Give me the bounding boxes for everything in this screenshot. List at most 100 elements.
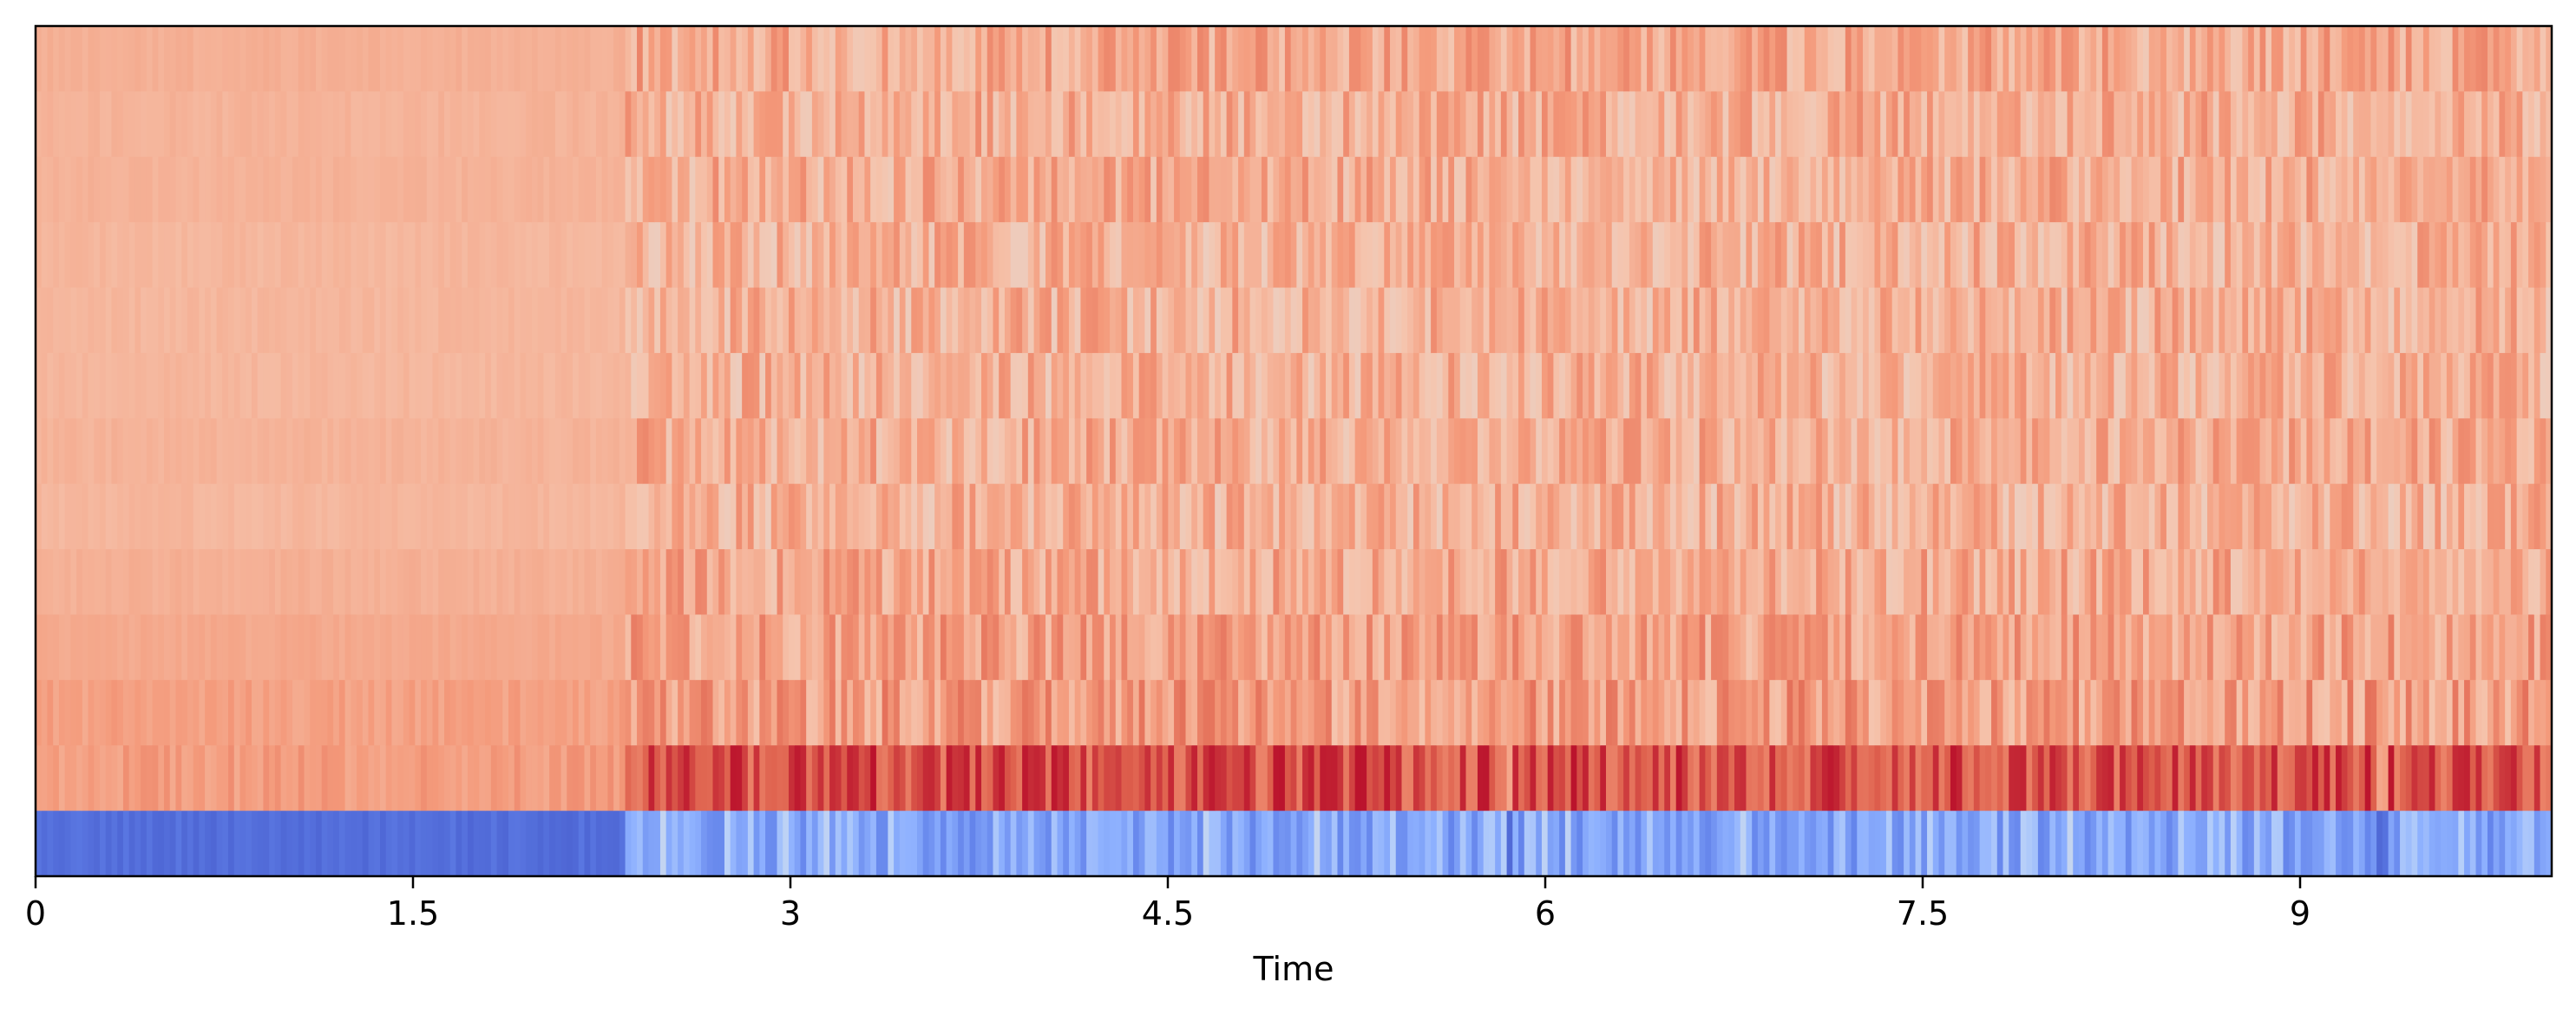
heatmap-cell [368,483,375,550]
heatmap-cell [111,287,118,354]
heatmap-cell [1839,287,1846,354]
heatmap-cell [788,222,796,289]
heatmap-cell [567,222,574,289]
heatmap-cell [1442,352,1449,419]
heatmap-cell [1693,549,1701,616]
heatmap-cell [1326,810,1333,877]
heatmap-cell [1530,91,1537,158]
heatmap-cell [665,745,673,812]
heatmap-cell [1996,483,2004,550]
heatmap-cell [1431,222,1438,289]
heatmap-cell [1495,810,1502,877]
heatmap-cell [817,222,824,289]
heatmap-cell [1185,287,1192,354]
heatmap-cell [1425,156,1432,223]
heatmap-cell [2096,745,2103,812]
heatmap-cell [958,156,965,223]
heatmap-cell [1722,745,1729,812]
heatmap-cell [344,91,351,158]
heatmap-cell [216,26,223,92]
heatmap-cell [1063,91,1070,158]
heatmap-cell [619,287,626,354]
heatmap-cell [1863,352,1870,419]
heatmap-cell [1804,91,1812,158]
heatmap-cell [2114,483,2120,550]
heatmap-cell [1144,810,1151,877]
heatmap-cell [1629,91,1636,158]
heatmap-cell [520,483,527,550]
heatmap-cell [2178,26,2185,92]
heatmap-cell [111,222,118,289]
heatmap-cell [1617,745,1624,812]
heatmap-cell [1816,418,1823,485]
heatmap-cell [473,810,480,877]
heatmap-cell [695,614,702,681]
heatmap-cell [1384,287,1391,354]
heatmap-cell [747,26,755,92]
heatmap-cell [2230,91,2238,158]
heatmap-cell [122,679,130,746]
heatmap-cell [327,222,334,289]
heatmap-cell [549,222,556,289]
heatmap-cell [158,745,165,812]
heatmap-cell [665,549,673,616]
heatmap-cell [1699,679,1706,746]
heatmap-cell [1799,549,1806,616]
heatmap-cell [1641,679,1648,746]
heatmap-cell [1973,483,1981,550]
heatmap-cell [1215,91,1222,158]
heatmap-cell [1098,352,1104,419]
heatmap-cell [1132,418,1140,485]
heatmap-cell [1605,679,1613,746]
heatmap-cell [1407,222,1414,289]
heatmap-cell [2265,745,2272,812]
heatmap-cell [1320,810,1327,877]
heatmap-cell [706,156,714,223]
heatmap-cell [1716,352,1724,419]
heatmap-cell [1799,483,1806,550]
heatmap-cell [1027,26,1035,92]
heatmap-cell [1816,679,1823,746]
heatmap-cell [1378,91,1385,158]
heatmap-cell [1138,222,1146,289]
heatmap-cell [1086,222,1093,289]
heatmap-cell [1909,156,1917,223]
heatmap-cell [1833,483,1840,550]
heatmap-cell [975,26,982,92]
heatmap-cell [963,156,971,223]
heatmap-cell [1220,91,1228,158]
heatmap-cell [175,222,182,289]
heatmap-cell [357,549,364,616]
heatmap-cell [292,549,299,616]
heatmap-cell [1215,156,1222,223]
heatmap-cell [2067,483,2074,550]
heatmap-cell [415,614,422,681]
heatmap-cell [1775,91,1782,158]
heatmap-cell [1904,156,1911,223]
heatmap-cell [1308,679,1315,746]
heatmap-cell [1821,810,1829,877]
heatmap-cell [1132,91,1140,158]
heatmap-cell [169,26,177,92]
heatmap-cell [2032,549,2039,616]
heatmap-cell [1839,614,1846,681]
heatmap-cell [1431,418,1438,485]
heatmap-cell [1104,26,1111,92]
heatmap-cell [298,287,305,354]
heatmap-cell [1588,810,1596,877]
heatmap-cell [2032,156,2039,223]
heatmap-cell [1664,483,1671,550]
heatmap-cell [770,222,778,289]
heatmap-cell [1477,745,1485,812]
heatmap-cell [164,26,171,92]
heatmap-cell [1407,156,1414,223]
heatmap-cell [2055,614,2062,681]
heatmap-cell [1769,745,1776,812]
heatmap-cell [421,614,428,681]
heatmap-cell [2277,287,2284,354]
heatmap-cell [1448,549,1455,616]
heatmap-cell [1454,91,1461,158]
heatmap-cell [1010,287,1017,354]
heatmap-cell [1465,352,1472,419]
heatmap-cell [911,287,918,354]
